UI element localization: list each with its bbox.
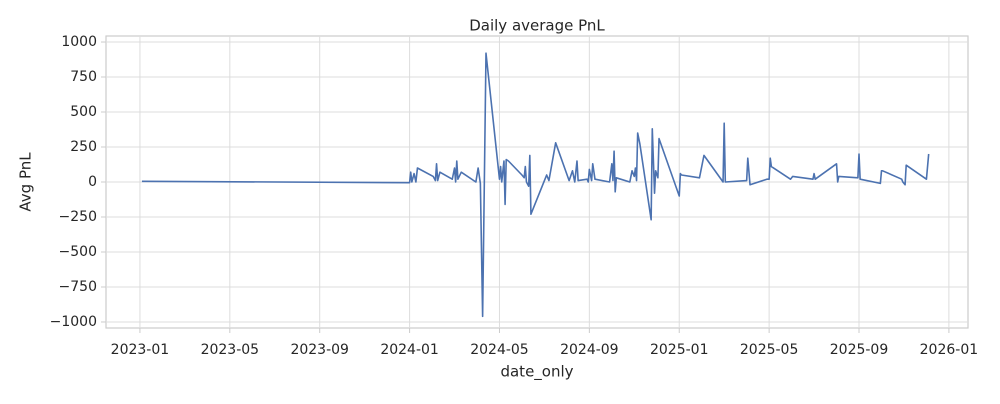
data-line bbox=[141, 52, 930, 318]
chart-title: Daily average PnL bbox=[469, 17, 605, 35]
x-tick-label: 2025-09 bbox=[830, 342, 889, 358]
x-tick-label: 2024-01 bbox=[380, 342, 439, 358]
x-tick-label: 2025-05 bbox=[740, 342, 799, 358]
x-tick-label: 2023-05 bbox=[201, 342, 260, 358]
y-tick-label: 0 bbox=[88, 174, 97, 190]
y-tick-label: −1000 bbox=[50, 314, 97, 330]
y-tick-label: 500 bbox=[70, 104, 97, 120]
y-tick-label: 1000 bbox=[61, 34, 97, 50]
x-tick-label: 2025-01 bbox=[650, 342, 709, 358]
y-tick-label: −500 bbox=[59, 244, 97, 260]
y-tick-label: −250 bbox=[59, 209, 97, 225]
x-axis-label: date_only bbox=[500, 363, 573, 382]
y-axis-label: Avg PnL bbox=[17, 152, 35, 212]
y-tick-label: −750 bbox=[59, 279, 97, 295]
x-tick-label: 2026-01 bbox=[920, 342, 979, 358]
x-tick-label: 2024-05 bbox=[470, 342, 529, 358]
y-tick-label: 250 bbox=[70, 139, 97, 155]
x-tick-label: 2023-09 bbox=[290, 342, 349, 358]
x-tick-label: 2024-09 bbox=[560, 342, 619, 358]
x-tick-label: 2023-01 bbox=[111, 342, 170, 358]
y-tick-label: 750 bbox=[70, 69, 97, 85]
